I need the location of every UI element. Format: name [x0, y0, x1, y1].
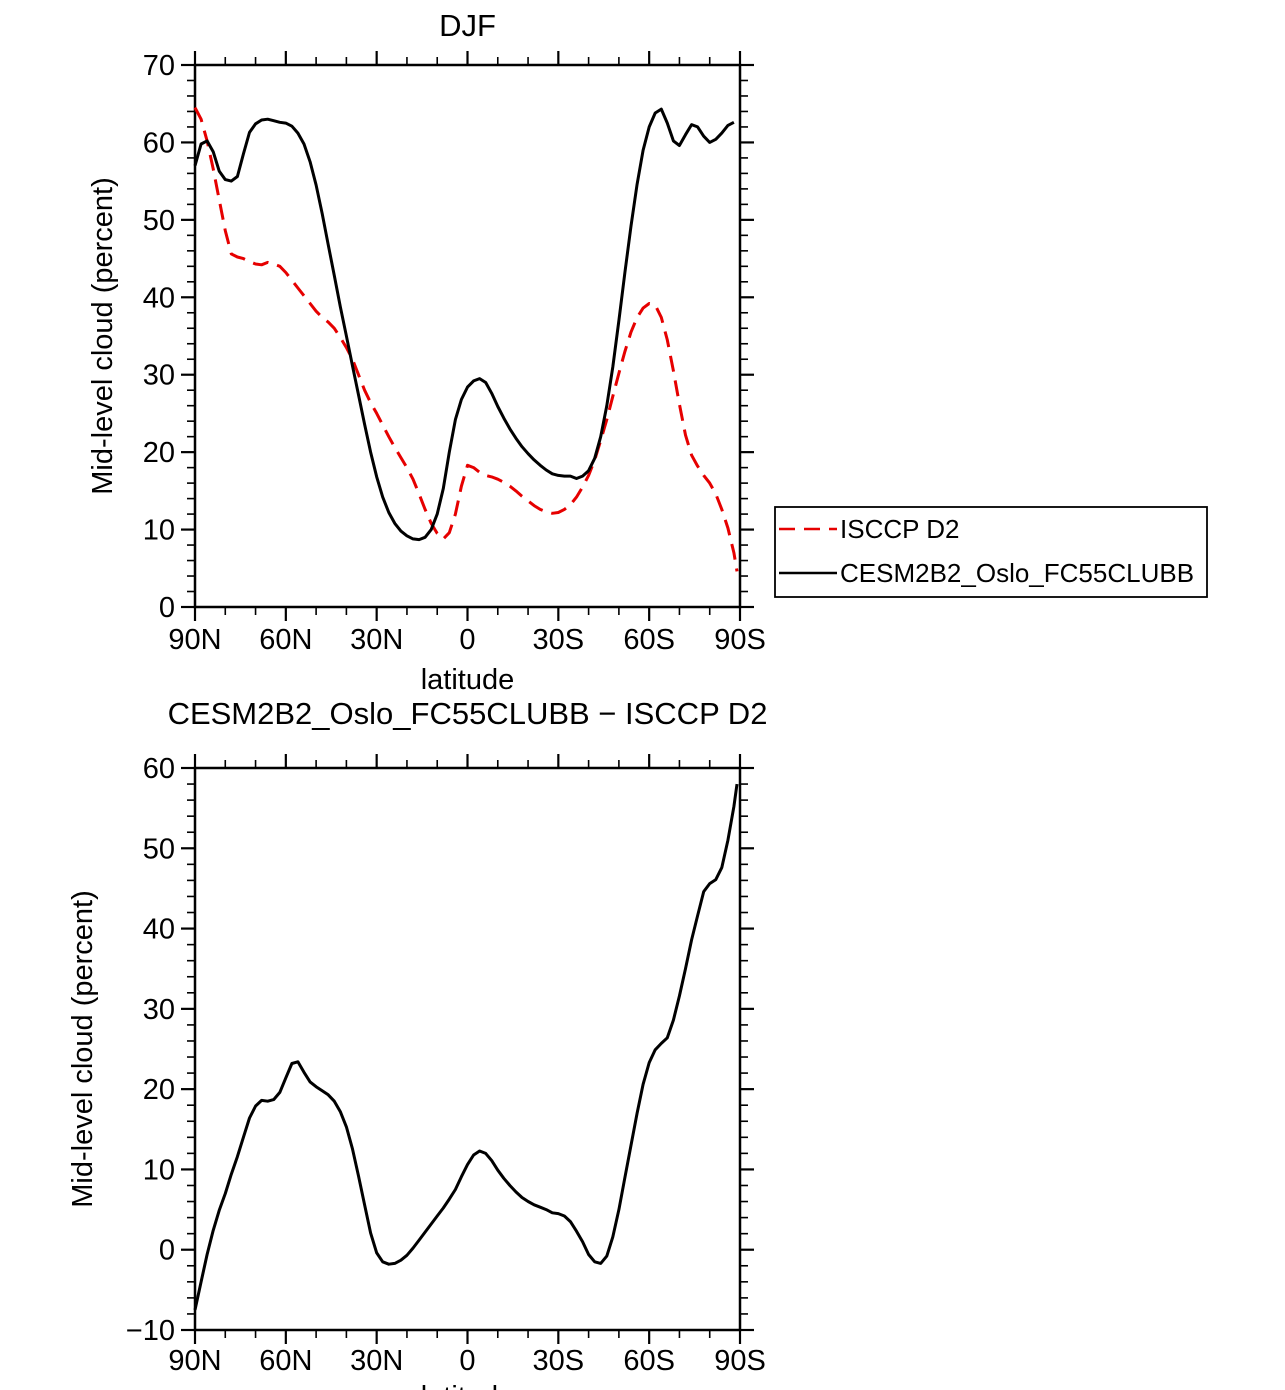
difference-figure: 90N 60N 30N 0 30S 60S 90S −10 0 10 20 30 40 50 60 CESM2… — [0, 700, 1285, 1390]
x-tick-label: 30S — [533, 624, 585, 656]
difference-chart: 90N 60N 30N 0 30S 60S 90S −10 0 10 20 30 40 50 60 CESM2… — [67, 700, 768, 1390]
y-tick-label: 10 — [143, 515, 175, 547]
plot-frame — [193, 63, 742, 609]
y-tick-label: 60 — [143, 127, 175, 159]
y-tick-label: 30 — [143, 994, 175, 1026]
legend-entry-label: ISCCP D2 — [840, 514, 959, 544]
y-tick-label: 50 — [143, 205, 175, 237]
djf-figure: 90N 60N 30N 0 30S 60S 90S 0 10 20 30 40 50 60 70 DJF lat… — [87, 8, 1208, 696]
chart-title: CESM2B2_Oslo_FC55CLUBB − ISCCP D2 — [168, 700, 768, 731]
x-tick-label: 90N — [168, 1345, 221, 1377]
y-tick-label: 40 — [143, 282, 175, 314]
x-tick-label: 90N — [168, 624, 221, 656]
x-tick-label: 60N — [259, 1345, 312, 1377]
chart-title: DJF — [439, 8, 496, 43]
legend-box — [774, 506, 1208, 598]
x-tick-label: 0 — [459, 624, 475, 656]
y-tick-label: 60 — [143, 753, 175, 785]
y-tick-label: 40 — [143, 914, 175, 946]
y-tick-label: 70 — [143, 50, 175, 82]
y-axis-title: Mid-level cloud (percent) — [67, 890, 99, 1208]
x-tick-label: 30S — [533, 1345, 585, 1377]
legend-entry-label: CESM2B2_Oslo_FC55CLUBB — [840, 558, 1194, 588]
y-axis-title: Mid-level cloud (percent) — [87, 177, 119, 495]
y-tick-label: 50 — [143, 833, 175, 865]
x-axis-title: latitude — [421, 664, 515, 696]
series-cesm2b2-oslo-fc55clubb — [193, 107, 735, 542]
y-tick-label: −10 — [126, 1315, 175, 1347]
x-tick-label: 90S — [714, 1345, 766, 1377]
djf-chart: 90N 60N 30N 0 30S 60S 90S 0 10 20 30 40 50 60 70 DJF lat… — [87, 8, 1208, 696]
y-tick-label: 20 — [143, 437, 175, 469]
y-tick-label: 0 — [159, 1235, 175, 1267]
x-axis-title: latitude — [421, 1381, 515, 1390]
x-tick-label: 30N — [350, 624, 403, 656]
y-tick-label: 30 — [143, 360, 175, 392]
y-tick-label: 20 — [143, 1074, 175, 1106]
y-tick-label: 10 — [143, 1154, 175, 1186]
y-tick-label: 0 — [159, 592, 175, 624]
series-isccp-d2 — [193, 106, 739, 572]
x-tick-label: 60N — [259, 624, 312, 656]
x-tick-label: 30N — [350, 1345, 403, 1377]
x-tick-label: 60S — [623, 1345, 675, 1377]
plot-frame — [193, 766, 742, 1332]
x-tick-label: 0 — [459, 1345, 475, 1377]
x-tick-label: 90S — [714, 624, 766, 656]
series-cesm2b2-oslo-fc55clubb-minus-isccp-d2 — [193, 783, 739, 1311]
x-tick-label: 60S — [623, 624, 675, 656]
